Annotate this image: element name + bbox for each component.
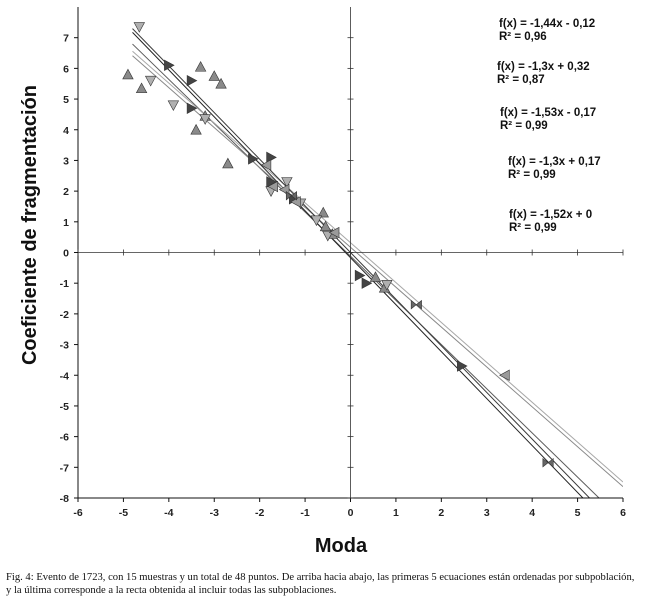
y-tick-label: -5 (60, 401, 69, 413)
y-tick-label: -4 (60, 370, 69, 382)
triangle-down-point (322, 230, 334, 242)
x-tick-label: -5 (119, 507, 128, 519)
bowtie-point (285, 190, 297, 201)
y-tick-label: 5 (63, 94, 69, 106)
triangle-right-point (186, 74, 198, 87)
y-tick-label: 6 (63, 63, 69, 75)
triangle-up-point (319, 220, 332, 232)
y-tick-label: 1 (63, 217, 69, 229)
y-axis-title: Coeficiente de fragmentación (19, 85, 41, 365)
triangle-down-point (310, 215, 323, 227)
y-tick-label: 2 (63, 186, 69, 198)
triangle-right-point (354, 269, 366, 282)
y-tick-label: 3 (63, 155, 69, 167)
x-tick-label: 4 (529, 507, 535, 519)
triangle-up-point (122, 68, 134, 80)
bowtie-point (542, 457, 554, 468)
equation-label: f(x) = -1,3x + 0,32 (497, 61, 590, 73)
x-tick-label: 2 (438, 507, 444, 519)
regression-line (132, 55, 623, 488)
r-squared-label: R² = 0,99 (500, 120, 548, 132)
x-tick-label: 0 (348, 507, 354, 519)
r-squared-label: R² = 0,99 (508, 169, 556, 181)
y-tick-label: -7 (60, 462, 69, 474)
axes: -6 -5 -4 -3 -2 -1 0 1 2 3 4 5 6 -8 -7 -6 -5 -4 -3 -2 -1 0 1 2 3 4… (60, 7, 626, 519)
triangle-right-point (457, 360, 468, 372)
r-squared-label: R² = 0,87 (497, 74, 545, 86)
triangle-left-point (260, 159, 272, 171)
triangle-down-point (144, 75, 157, 87)
triangle-up-point (317, 206, 329, 218)
triangle-left-point (499, 369, 510, 381)
triangle-left-point (328, 226, 340, 239)
x-axis-title: Moda (315, 535, 368, 557)
y-tick-label: 0 (63, 248, 69, 260)
triangle-down-point (281, 177, 293, 188)
x-tick-label: 5 (575, 507, 581, 519)
x-tick-label: -2 (255, 507, 264, 519)
triangle-down-point (199, 114, 211, 125)
triangle-right-point (266, 151, 277, 164)
y-tick-label: -1 (60, 278, 69, 290)
equation-label: f(x) = -1,53x - 0,17 (500, 107, 596, 119)
x-tick-label: -3 (210, 507, 219, 519)
triangle-up-point (190, 123, 202, 135)
triangle-down-point (167, 100, 180, 112)
triangle-up-point (194, 61, 207, 72)
triangle-up-point (222, 157, 234, 169)
triangle-up-point (215, 77, 227, 89)
r-squared-label: R² = 0,96 (499, 31, 547, 43)
x-tick-label: 3 (484, 507, 490, 519)
triangle-down-point (381, 280, 393, 291)
y-tick-label: -6 (60, 432, 69, 444)
triangle-up-point (208, 70, 220, 81)
x-tick-label: -1 (300, 507, 309, 519)
x-tick-label: -6 (73, 507, 82, 519)
regression-line (132, 32, 584, 498)
y-tick-label: -2 (60, 309, 69, 321)
y-tick-label: -8 (60, 493, 69, 505)
y-tick-label: 4 (63, 125, 69, 137)
triangle-right-point (248, 153, 259, 165)
triangle-down-point (133, 22, 146, 33)
y-tick-label: 7 (63, 33, 69, 45)
x-tick-label: -4 (164, 507, 173, 519)
triangle-left-point (267, 180, 279, 193)
scatter-chart: -6 -5 -4 -3 -2 -1 0 1 2 3 4 5 6 -8 -7 -6 -5 -4 -3 -2 -1 0 1 2 3 4… (19, 7, 626, 557)
equation-label: f(x) = -1,3x + 0,17 (508, 156, 601, 168)
regression-line (132, 50, 623, 483)
triangle-right-point (186, 102, 198, 114)
data-points (122, 22, 554, 468)
figure-caption: Fig. 4: Evento de 1723, con 15 muestras … (6, 572, 635, 596)
y-tick-label: -3 (60, 340, 69, 352)
bowtie-point (410, 299, 422, 310)
equation-label: f(x) = -1,52x + 0 (509, 209, 592, 221)
triangle-right-point (361, 277, 373, 289)
r-squared-label: R² = 0,99 (509, 222, 557, 234)
triangle-up-point (135, 82, 148, 94)
triangle-up-point (369, 271, 382, 282)
x-tick-label: 6 (620, 507, 626, 519)
triangle-right-point (164, 59, 175, 72)
x-tick-label: 1 (393, 507, 399, 519)
equation-label: f(x) = -1,44x - 0,12 (499, 18, 595, 30)
